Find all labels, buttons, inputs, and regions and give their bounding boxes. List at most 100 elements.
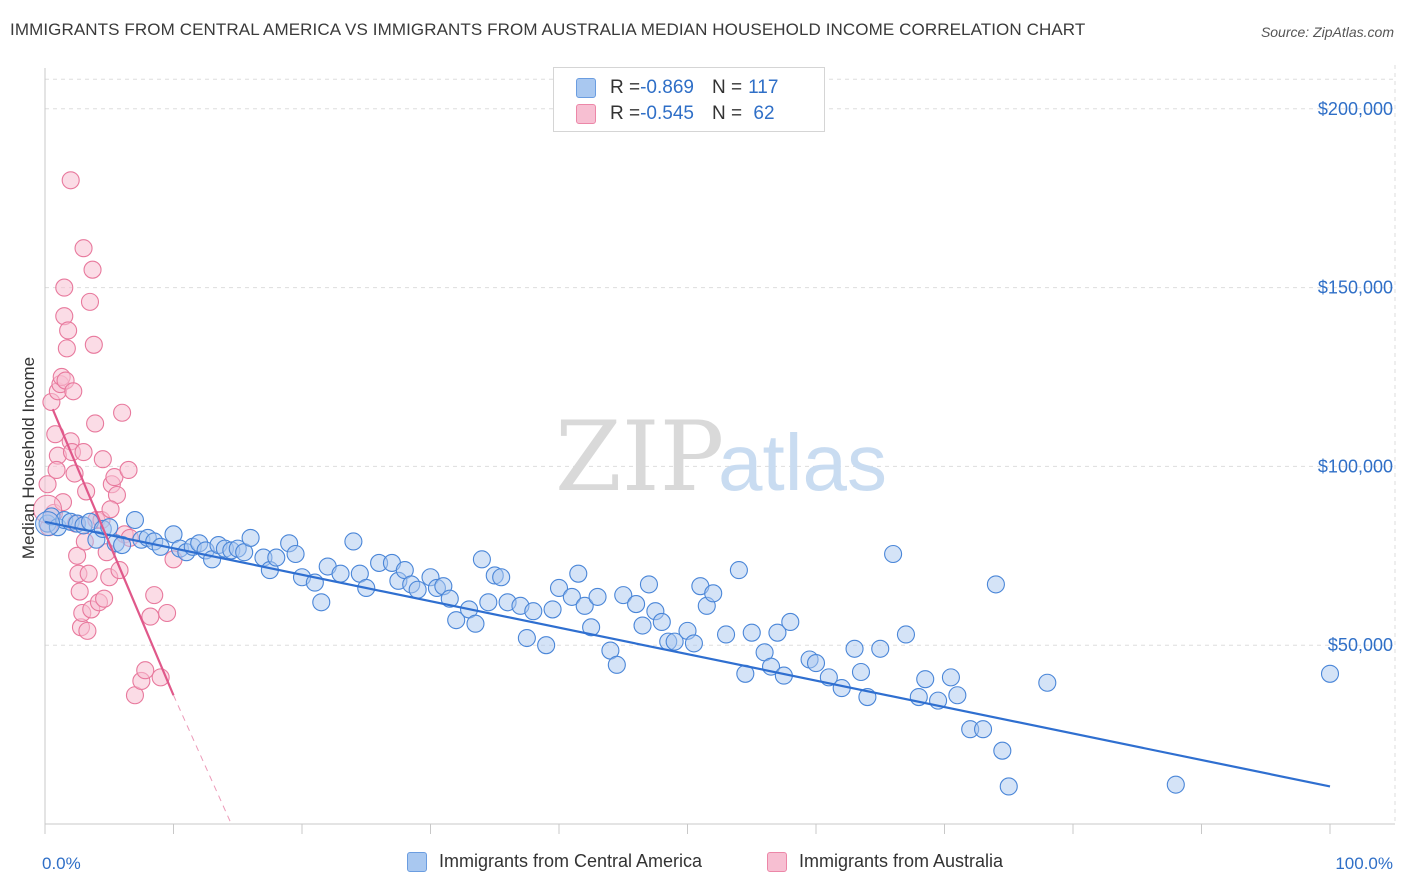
- data-point-australia: [74, 443, 93, 462]
- y-tick-label: $50,000: [1328, 635, 1393, 655]
- data-point-central-america: [781, 612, 800, 631]
- data-point-central-america: [440, 589, 459, 608]
- n-value: 62: [748, 103, 775, 124]
- data-point-central-america: [729, 561, 748, 580]
- data-point-australia: [83, 260, 102, 279]
- data-point-australia: [79, 564, 98, 583]
- data-point-central-america: [742, 623, 761, 642]
- watermark-atlas: atlas: [718, 418, 887, 507]
- data-point-central-america: [1038, 673, 1057, 692]
- data-point-australia: [86, 414, 105, 433]
- legend-item-central-america[interactable]: Immigrants from Central America: [407, 851, 702, 872]
- data-point-australia: [70, 582, 89, 601]
- data-point-central-america: [716, 625, 736, 644]
- data-point-australia: [93, 450, 112, 469]
- data-point-central-america: [312, 593, 331, 612]
- data-point-central-america: [517, 628, 536, 648]
- data-point-australia: [64, 382, 83, 401]
- data-point-central-america: [241, 528, 260, 547]
- x-tick-label: 100.0%: [1335, 854, 1393, 873]
- data-point-australia: [74, 239, 93, 258]
- data-point-central-america: [537, 636, 556, 655]
- data-point-central-america: [588, 587, 607, 606]
- data-point-central-america: [993, 741, 1012, 760]
- data-point-central-america: [986, 575, 1005, 594]
- data-point-central-america: [113, 536, 132, 555]
- data-point-australia: [47, 460, 66, 480]
- data-point-australia: [158, 603, 177, 623]
- n-label: N =: [711, 103, 743, 124]
- data-point-central-america: [607, 655, 626, 674]
- x-tick-label: 0.0%: [42, 854, 81, 873]
- data-point-central-america: [267, 548, 286, 567]
- data-point-central-america: [973, 720, 993, 739]
- y-tick-label: $200,000: [1318, 99, 1393, 119]
- data-point-australia: [145, 586, 164, 605]
- trend-line-australia: [51, 408, 175, 696]
- data-point-central-america: [549, 578, 569, 598]
- r-label: R =: [610, 103, 641, 124]
- data-point-australia: [59, 321, 78, 340]
- y-tick-label: $100,000: [1318, 456, 1393, 476]
- n-label: N =: [711, 77, 743, 98]
- data-point-australia: [105, 468, 124, 487]
- data-point-australia: [78, 621, 97, 640]
- data-point-central-america: [627, 595, 646, 614]
- legend-label: Immigrants from Australia: [799, 851, 1004, 871]
- data-point-australia: [57, 339, 76, 358]
- data-point-central-america: [524, 602, 543, 621]
- data-point-central-america: [331, 564, 350, 583]
- data-point-central-america: [344, 532, 363, 551]
- data-point-central-america: [871, 639, 890, 658]
- data-point-central-america: [845, 639, 864, 658]
- data-point-australia: [77, 482, 96, 501]
- data-point-central-america: [884, 544, 903, 564]
- data-point-central-america: [286, 544, 305, 564]
- stats-legend-row-blue: R = -0.869 N = 117: [576, 76, 778, 100]
- data-point-central-america: [948, 686, 967, 705]
- data-point-central-america: [447, 611, 466, 630]
- data-point-central-america: [466, 614, 485, 633]
- trend-line-central-america: [44, 520, 1331, 788]
- data-point-australia: [38, 475, 57, 494]
- series-legend: Immigrants from Central America Immigran…: [0, 851, 1406, 879]
- axes: [44, 68, 1395, 834]
- data-point-australia: [55, 278, 74, 297]
- r-value: -0.869: [640, 77, 694, 98]
- data-point-australia: [113, 403, 132, 422]
- data-point-australia: [141, 607, 160, 626]
- source-label: Source: ZipAtlas.com: [1260, 24, 1394, 40]
- data-point-australia: [53, 493, 73, 512]
- data-point-central-america: [639, 575, 659, 594]
- stats-legend: R = -0.869 N = 117 R = -0.545 N = 62: [553, 67, 825, 132]
- legend-swatch-pink: [767, 851, 787, 872]
- data-point-central-america: [633, 616, 652, 635]
- data-point-central-america: [704, 584, 723, 603]
- data-point-australia: [68, 546, 87, 565]
- legend-swatch-blue: [576, 78, 596, 98]
- watermark: ZIP atlas: [555, 401, 887, 513]
- y-axis-title: Median Household Income: [19, 357, 38, 559]
- data-point-central-america: [665, 632, 684, 651]
- data-point-central-america: [1320, 664, 1340, 683]
- stats-legend-row-pink: R = -0.545 N = 62: [576, 102, 775, 126]
- data-point-central-america: [896, 625, 916, 644]
- data-point-central-america: [569, 564, 588, 583]
- data-point-australia: [80, 292, 100, 311]
- trend-line-australia-extension: [173, 695, 232, 825]
- data-point-central-america: [652, 612, 671, 631]
- legend-swatch-blue: [407, 851, 427, 872]
- data-point-central-america: [684, 634, 703, 653]
- legend-item-australia[interactable]: Immigrants from Australia: [767, 851, 1003, 872]
- tick-labels: $50,000 $100,000 $150,000 $200,000 0.0% 100.0…: [42, 99, 1393, 873]
- data-point-central-america: [472, 550, 491, 569]
- data-point-australia: [95, 589, 114, 608]
- data-point-central-america: [851, 662, 871, 682]
- data-point-central-america: [575, 596, 594, 615]
- watermark-zip: ZIP: [555, 401, 724, 513]
- legend-label: Immigrants from Central America: [439, 851, 703, 871]
- data-point-central-america: [125, 510, 144, 530]
- data-point-central-america: [492, 568, 511, 587]
- legend-swatch-pink: [576, 104, 596, 124]
